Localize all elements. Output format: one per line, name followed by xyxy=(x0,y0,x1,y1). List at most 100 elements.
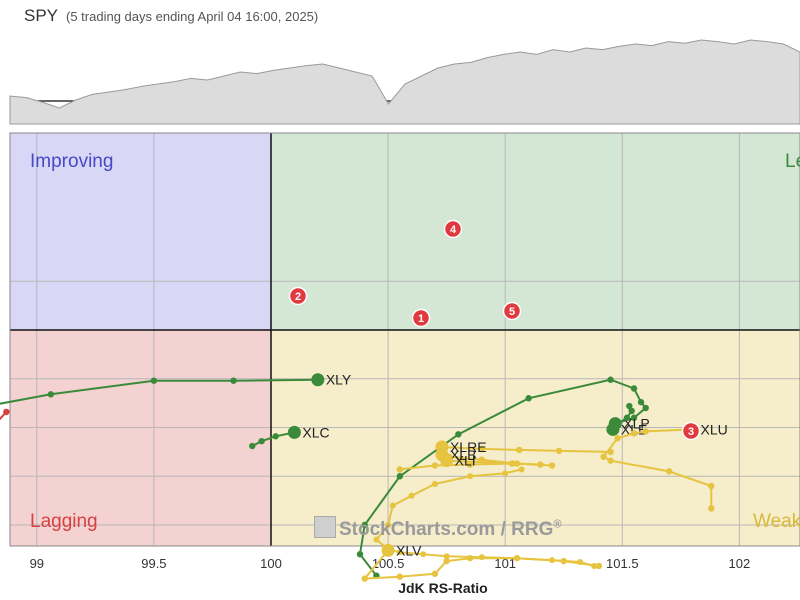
series-xlc-point xyxy=(272,433,279,440)
xli-loop-point xyxy=(408,492,415,499)
series-xlv-point xyxy=(396,573,404,580)
series-xlp-point xyxy=(607,376,614,383)
series-xlre-point xyxy=(516,446,523,454)
badge-3[interactable]: 3 xyxy=(681,421,701,441)
series-xlk-point xyxy=(3,408,10,416)
quadrant-lagging xyxy=(10,330,271,546)
x-tick-label: 100 xyxy=(260,556,282,571)
series-xlu-point xyxy=(614,435,621,442)
xlv-loop-point xyxy=(443,553,450,560)
badge-circle xyxy=(288,286,308,306)
xli-loop-point xyxy=(389,502,396,509)
series-label-xle: XLE xyxy=(621,421,647,437)
price-area xyxy=(9,39,800,125)
xlv-loop-point xyxy=(396,549,403,556)
series-xlp-point xyxy=(642,404,649,412)
stockcharts-logo-icon xyxy=(314,516,336,538)
series-xle-point xyxy=(626,402,633,410)
xli-loop-point xyxy=(385,522,392,528)
badge-circle xyxy=(443,219,463,239)
badge-number: 4 xyxy=(450,224,457,236)
badge-number: 5 xyxy=(509,306,515,318)
xlv-loop-point xyxy=(373,536,380,543)
series-label-xli: XLI xyxy=(455,453,476,469)
series-xlu-point xyxy=(630,430,638,437)
series-label-xlb: XLB xyxy=(450,447,476,463)
series-xle-head xyxy=(606,422,620,436)
series-xlk-tail xyxy=(0,411,8,421)
series-xlb-point xyxy=(548,462,556,469)
series-xlre-point xyxy=(555,447,563,455)
xli-loop-point xyxy=(518,466,525,473)
quadrant-label-leading: Le xyxy=(785,151,800,172)
plot-frame xyxy=(9,132,800,547)
series-xlc-tail xyxy=(251,431,295,447)
quadrant-leading xyxy=(271,133,800,330)
x-tick-label: 99.5 xyxy=(141,556,166,571)
series-xly-point xyxy=(230,377,237,384)
quadrant-label-improving: Improving xyxy=(30,151,113,172)
badge-2[interactable]: 2 xyxy=(288,286,308,306)
series-xli-tail xyxy=(399,459,541,471)
x-tick-label: 101.5 xyxy=(606,556,639,571)
badge-5[interactable]: 5 xyxy=(502,301,522,321)
series-xlc-point xyxy=(258,437,265,445)
badge-4[interactable]: 4 xyxy=(443,219,463,239)
series-xlu-point xyxy=(708,482,715,490)
series-xlp-point xyxy=(356,551,364,558)
badge-circle xyxy=(411,308,431,328)
series-label-xlre: XLRE xyxy=(450,439,487,455)
badge-number: 3 xyxy=(688,426,694,438)
series-xlu-point xyxy=(600,453,607,460)
series-xly-point xyxy=(150,377,158,384)
series-xlv-point xyxy=(361,575,368,582)
series-xlv-point xyxy=(560,557,567,565)
quadrant-weakening xyxy=(271,330,800,546)
series-xlu-point xyxy=(642,428,649,435)
series-xli-point xyxy=(509,460,516,467)
xlv-loop-point xyxy=(420,551,427,558)
series-xlp-point xyxy=(525,395,532,402)
series-xlv-point xyxy=(431,570,439,577)
series-xli-point xyxy=(431,462,439,469)
series-xlre-point xyxy=(478,445,485,453)
quadrant-label-weakening: Weak xyxy=(753,511,800,532)
series-xlc-head xyxy=(287,425,301,439)
series-xly-tail xyxy=(0,378,318,405)
stockcharts-watermark: StockCharts.com / RRG® xyxy=(314,516,561,541)
series-xli-point xyxy=(466,461,474,468)
series-xlu-point xyxy=(665,468,673,475)
price-sparkline-panel xyxy=(9,30,800,125)
series-xli-head xyxy=(440,454,454,468)
series-label-xlu: XLU xyxy=(701,421,728,437)
badge-number: 2 xyxy=(295,291,301,303)
series-xlv-point xyxy=(466,554,474,562)
watermark-suffix: / RRG xyxy=(500,519,554,540)
series-xlp-point xyxy=(361,521,368,529)
series-xlp-point xyxy=(630,414,638,421)
xli-loop-point xyxy=(502,470,509,477)
quadrant-label-lagging: Lagging xyxy=(30,511,98,532)
series-label-xly: XLY xyxy=(326,372,352,388)
x-tick-label: 102 xyxy=(729,556,751,571)
series-xlu-point xyxy=(607,457,614,464)
chart-subtitle: (5 trading days ending April 04 16:00, 2… xyxy=(66,9,319,24)
chart-header: SPY (5 trading days ending April 04 16:0… xyxy=(0,0,800,30)
series-xlu-point xyxy=(708,505,715,512)
watermark-registered: ® xyxy=(553,518,562,531)
series-xly-point xyxy=(47,391,55,398)
badge-1[interactable]: 1 xyxy=(411,308,431,328)
x-tick-label: 101 xyxy=(494,556,516,571)
series-xlv-point xyxy=(595,562,603,570)
series-xle-point xyxy=(623,414,631,421)
xlv-loop-point xyxy=(478,554,485,561)
series-xlp-point xyxy=(630,385,638,392)
series-xlre-point xyxy=(607,448,614,456)
series-xlc-point xyxy=(249,442,256,450)
series-xle-point xyxy=(628,407,635,415)
series-xlv-point xyxy=(443,557,450,565)
series-label-xlv: XLV xyxy=(396,542,422,558)
xli-loop-point xyxy=(467,473,474,480)
series-xli-point xyxy=(537,461,544,468)
